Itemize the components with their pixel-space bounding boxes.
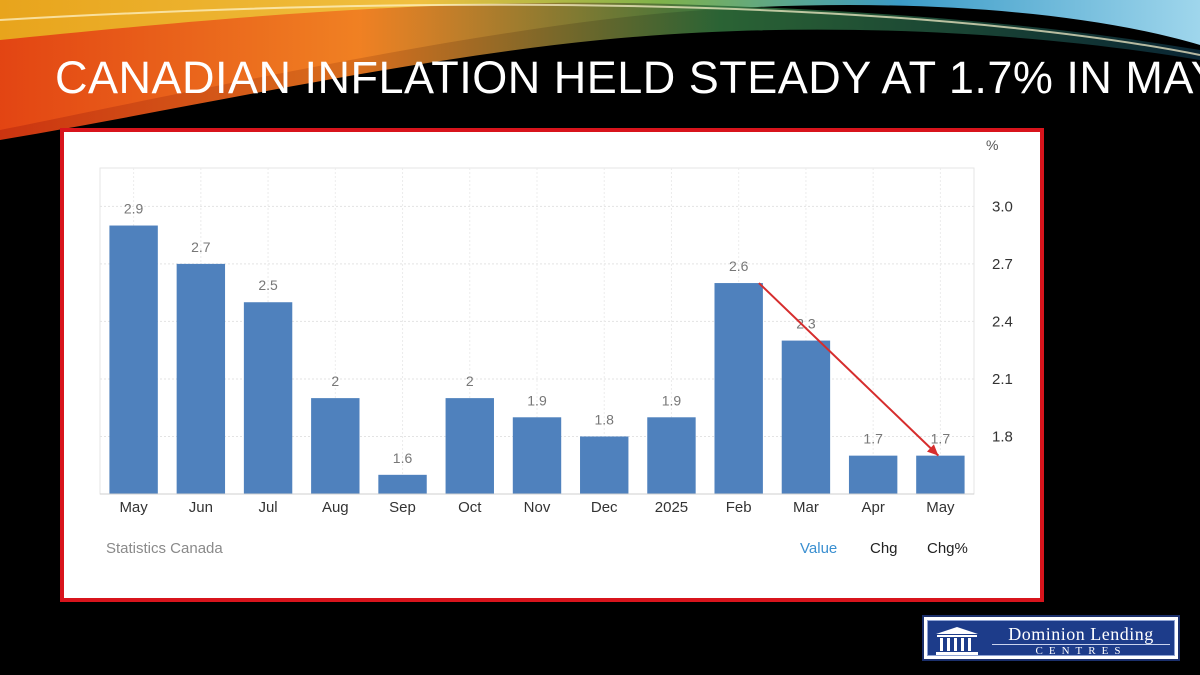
chart-source: Statistics Canada xyxy=(106,540,223,557)
bar xyxy=(781,340,831,494)
data-label: 1.7 xyxy=(863,431,883,447)
logo-text-sub: CENTRES xyxy=(1035,645,1127,657)
data-label: 2 xyxy=(466,373,474,389)
x-tick-label: Aug xyxy=(322,499,349,516)
data-label: 2 xyxy=(331,373,339,389)
company-logo: Dominion Lending CENTRES xyxy=(922,615,1180,661)
x-tick-label: Apr xyxy=(861,499,884,516)
x-tick-label: Jun xyxy=(189,499,213,516)
x-tick-label: May xyxy=(119,499,148,516)
trend-arrow xyxy=(758,282,940,457)
x-tick-label: Nov xyxy=(524,499,551,516)
bar xyxy=(176,263,226,494)
bar xyxy=(647,417,696,494)
data-label: 2.3 xyxy=(796,316,816,332)
y-unit-label: % xyxy=(986,137,998,153)
chart-frame: 1.8 2.1 2.4 2.7 3.0% 2.9 May 2.7 Jun 2.5 Jul 2 Aug 1.… xyxy=(60,128,1044,602)
bar xyxy=(378,474,427,494)
x-tick-label: May xyxy=(926,499,955,516)
bar xyxy=(512,417,562,494)
logo-text-main: Dominion Lending xyxy=(1008,624,1154,644)
data-label: 1.6 xyxy=(393,450,413,466)
x-tick-label: Jul xyxy=(258,499,277,516)
data-label: 1.9 xyxy=(527,392,547,408)
x-tick-label: Dec xyxy=(591,499,618,516)
x-tick-label: 2025 xyxy=(655,499,688,516)
bar xyxy=(243,302,293,494)
bar xyxy=(916,455,965,494)
y-tick-label: 3.0 xyxy=(992,198,1013,215)
x-tick-label: Feb xyxy=(726,499,752,516)
y-tick-label: 2.7 xyxy=(992,256,1013,273)
x-tick-label: Oct xyxy=(458,499,482,516)
x-tick-label: Sep xyxy=(389,499,416,516)
x-tick-label: Mar xyxy=(793,499,819,516)
data-label: 2.6 xyxy=(729,258,749,274)
y-tick-label: 2.4 xyxy=(992,313,1013,330)
bar xyxy=(109,225,158,494)
data-label: 2.9 xyxy=(124,201,144,217)
data-label: 2.7 xyxy=(191,239,211,255)
y-tick-label: 1.8 xyxy=(992,428,1013,445)
slide-title: CANADIAN INFLATION HELD STEADY AT 1.7% I… xyxy=(55,52,1200,103)
bar xyxy=(311,398,360,494)
trend-arrow-head xyxy=(926,444,939,456)
data-label: 1.8 xyxy=(594,411,614,427)
tab-chg[interactable]: Chg xyxy=(870,540,898,557)
bar xyxy=(445,398,494,494)
logo-divider xyxy=(992,644,1170,645)
tab-value[interactable]: Value xyxy=(800,540,838,557)
bar xyxy=(714,283,763,494)
bar-chart: 1.8 2.1 2.4 2.7 3.0% 2.9 May 2.7 Jun 2.5 Jul 2 Aug 1.… xyxy=(99,137,1013,516)
bar xyxy=(848,455,898,494)
bar xyxy=(580,436,629,494)
decorative-swoosh xyxy=(0,0,1200,140)
tab-chg-percent[interactable]: Chg% xyxy=(927,540,968,557)
building-columns-icon xyxy=(936,627,978,655)
data-label: 1.9 xyxy=(662,392,682,408)
y-tick-label: 2.1 xyxy=(992,371,1013,388)
data-label: 2.5 xyxy=(258,277,278,293)
data-label: 1.7 xyxy=(931,431,951,447)
